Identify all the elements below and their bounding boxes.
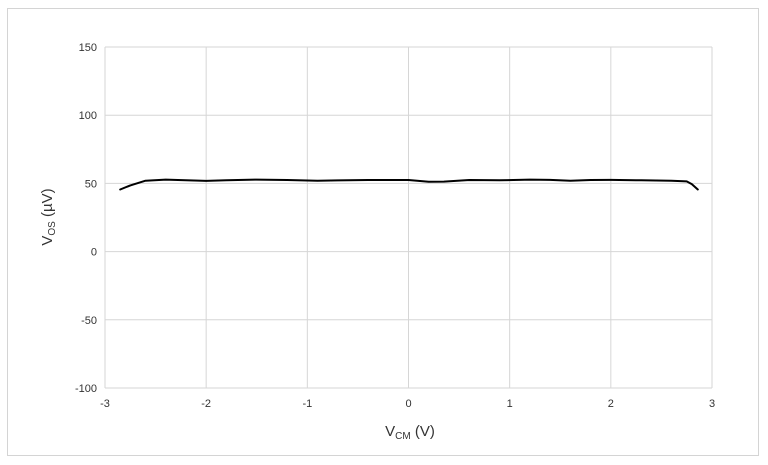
grid <box>104 46 713 389</box>
y-axis-title: VOS (µV) <box>39 188 58 245</box>
y-tick-label: 0 <box>91 247 97 259</box>
x-axis-title: VCM (V) <box>385 423 435 442</box>
y-tick-label: 100 <box>79 110 97 122</box>
x-tick-label: 2 <box>608 398 614 410</box>
y-tick-label: 150 <box>79 42 97 54</box>
series-layer <box>119 178 699 191</box>
x-tick-label: -3 <box>100 398 110 410</box>
x-tick-label: 0 <box>405 398 411 410</box>
y-tick-label: -50 <box>81 315 97 327</box>
x-tick-label: 3 <box>709 398 715 410</box>
x-tick-label: 1 <box>507 398 513 410</box>
y-tick-label: 50 <box>85 178 97 190</box>
x-tick-label: -1 <box>302 398 312 410</box>
chart-frame <box>7 8 759 456</box>
series-line <box>119 178 699 191</box>
x-tick-label: -2 <box>201 398 211 410</box>
y-tick-label: -100 <box>75 383 97 395</box>
tick-labels: -3 -2 -1 0 1 2 3 150 100 50 0 -50 -100 <box>75 42 715 410</box>
